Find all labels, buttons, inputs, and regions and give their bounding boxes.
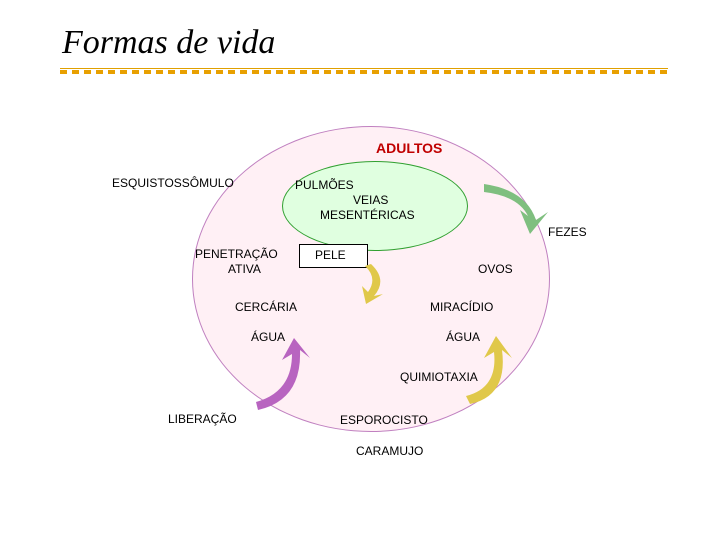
label-esquisto: ESQUISTOSSÔMULO	[112, 176, 234, 190]
label-ativa: ATIVA	[228, 262, 261, 276]
label-quimiotaxia: QUIMIOTAXIA	[400, 370, 478, 384]
slide-root: Formas de vida ADULTOS ESQUISTOSSÔMULO P…	[0, 0, 720, 540]
label-liberacao: LIBERAÇÃO	[168, 412, 237, 426]
label-penetracao: PENETRAÇÃO	[195, 247, 278, 261]
label-agua-right: ÁGUA	[446, 330, 480, 344]
label-miracidio: MIRACÍDIO	[430, 300, 493, 314]
label-caramujo: CARAMUJO	[356, 444, 423, 458]
title-underline	[60, 68, 668, 74]
label-cercaria: CERCÁRIA	[235, 300, 297, 314]
label-pulmoes: PULMÕES	[295, 178, 354, 192]
page-title: Formas de vida	[62, 24, 275, 62]
label-ovos: OVOS	[478, 262, 513, 276]
label-agua-left: ÁGUA	[251, 330, 285, 344]
label-pele: PELE	[315, 248, 346, 262]
label-veias: VEIAS	[353, 193, 388, 207]
label-adultos: ADULTOS	[376, 140, 442, 156]
label-mesentericas: MESENTÉRICAS	[320, 208, 415, 222]
label-esporocisto: ESPOROCISTO	[340, 413, 428, 427]
label-fezes: FEZES	[548, 225, 587, 239]
